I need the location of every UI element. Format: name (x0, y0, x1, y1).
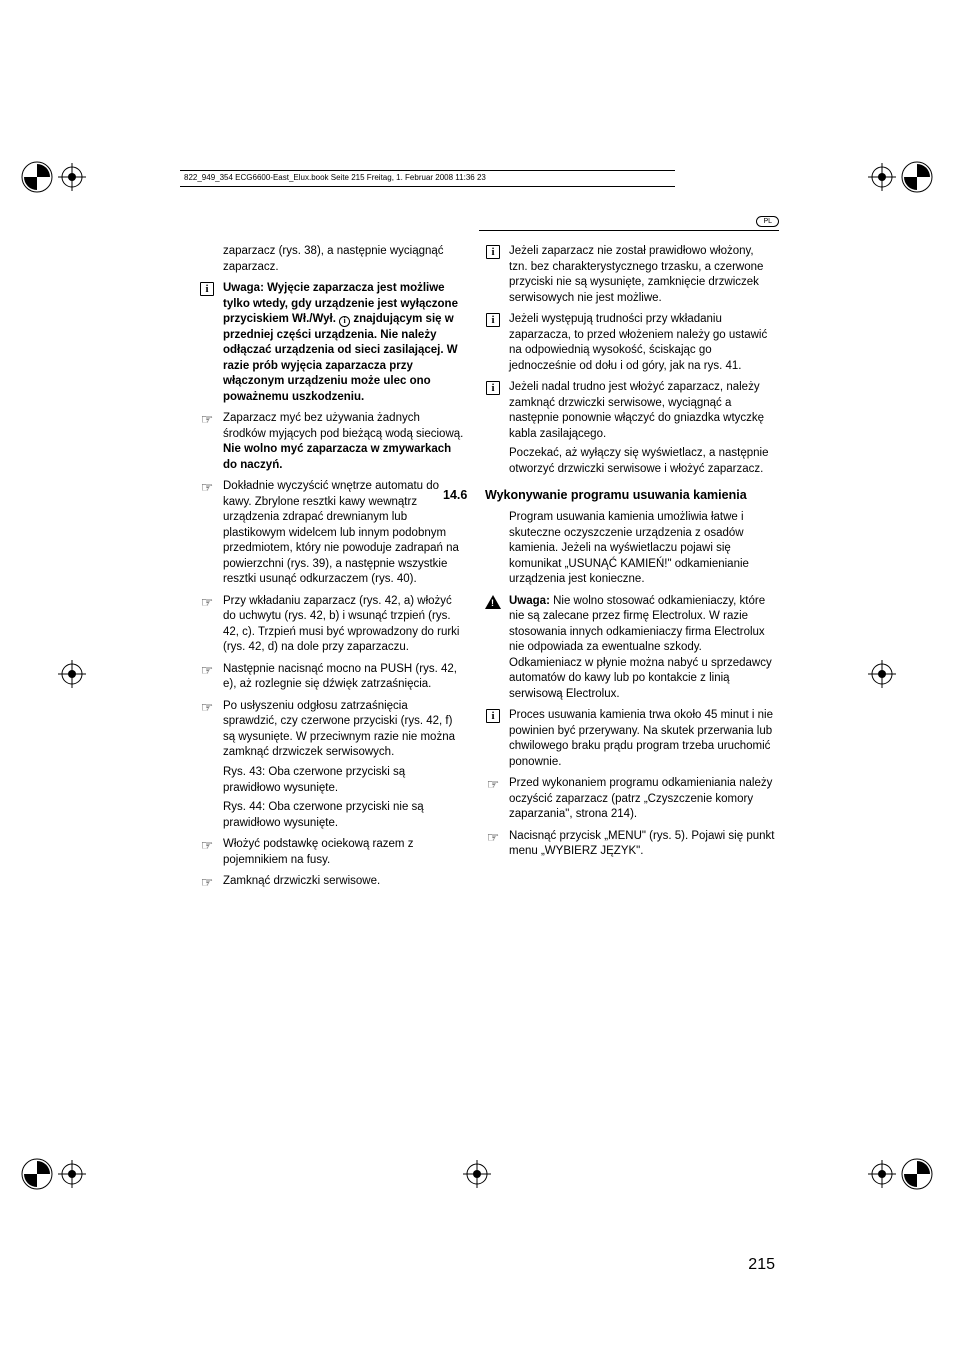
content-top-rule (479, 230, 779, 231)
info-icon: i (200, 282, 214, 296)
fan-mark (20, 1157, 54, 1191)
reg-mark-br (868, 1160, 896, 1188)
page-body: PL zaparzacz (rys. 38), a następnie wyci… (175, 244, 775, 1244)
body-text: zaparzacz (rys. 38), a następnie wyciągn… (223, 245, 444, 273)
body-text: Włożyć podstawkę ociekową razem z pojemn… (223, 837, 465, 868)
reg-mark-tr (868, 163, 896, 191)
reg-mark-bl (58, 1160, 86, 1188)
body-text: Proces usuwania kamienia trwa około 45 m… (509, 708, 775, 770)
body-text: Przy wkładaniu zaparzacz (rys. 42, a) wł… (223, 594, 465, 656)
warning-icon (485, 595, 501, 609)
right-column: i Jeżeli zaparzacz nie został prawidłowo… (485, 244, 775, 1244)
body-text: Jeżeli nadal trudno jest włożyć zaparzac… (509, 380, 775, 477)
fan-mark (20, 160, 54, 194)
section-title: Wykonywanie programu usuwania kamienia (485, 487, 775, 504)
fan-mark (900, 160, 934, 194)
running-head: 822_949_354 ECG6600-East_Elux.book Seite… (184, 173, 486, 182)
body-text: Program usuwania kamienia umożliwia łatw… (509, 511, 749, 585)
hand-icon: ☞ (201, 663, 214, 693)
body-text: Następnie nacisnąć mocno na PUSH (rys. 4… (223, 662, 465, 693)
body-text: Zaparzacz myć bez używania żadnych środk… (223, 411, 465, 473)
reg-mark-ml (58, 660, 86, 688)
hand-icon: ☞ (201, 838, 214, 868)
info-icon: i (486, 245, 500, 259)
body-text: Po usłyszeniu odgłosu zatrzaśnięcia spra… (223, 699, 465, 831)
body-text: Uwaga: Wyjęcie zaparzacza jest możliwe t… (223, 281, 465, 405)
body-text: Zamknąć drzwiczki serwisowe. (223, 874, 465, 890)
body-text: Uwaga: Nie wolno stosować odkamieniaczy,… (509, 594, 775, 703)
language-badge: PL (756, 216, 779, 227)
info-icon: i (486, 313, 500, 327)
hand-icon: ☞ (487, 777, 500, 823)
left-column: zaparzacz (rys. 38), a następnie wyciągn… (175, 244, 465, 1244)
hand-icon: ☞ (201, 595, 214, 656)
body-text: Jeżeli występują trudności przy wkładani… (509, 312, 775, 374)
hand-icon: ☞ (201, 700, 214, 831)
hand-icon: ☞ (201, 480, 214, 588)
section-number: 14.6 (443, 487, 475, 504)
fan-mark (900, 1157, 934, 1191)
header-rule-bottom (180, 186, 675, 187)
body-text: Przed wykonaniem programu odkamieniania … (509, 776, 775, 823)
reg-mark-tl (58, 163, 86, 191)
hand-icon: ☞ (487, 830, 500, 860)
page-number: 215 (748, 1256, 775, 1274)
info-icon: i (486, 709, 500, 723)
hand-icon: ☞ (201, 412, 214, 473)
reg-mark-mr (868, 660, 896, 688)
body-text: Jeżeli zaparzacz nie został prawidłowo w… (509, 244, 775, 306)
body-text: Dokładnie wyczyścić wnętrze automatu do … (223, 479, 465, 588)
info-icon: i (486, 381, 500, 395)
circled-i-icon: i (339, 316, 350, 327)
body-text: Nacisnąć przycisk „MENU" (rys. 5). Pojaw… (509, 829, 775, 860)
hand-icon: ☞ (201, 875, 214, 890)
header-rule-top (180, 170, 675, 171)
